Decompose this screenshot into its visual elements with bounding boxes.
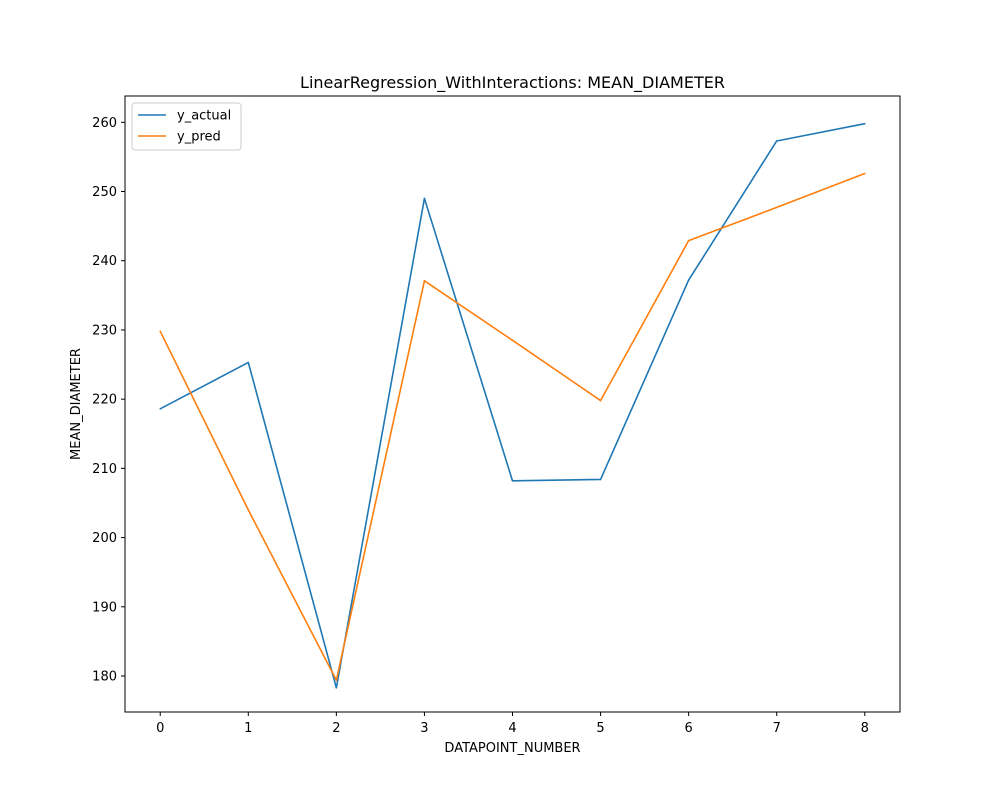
- data-point-y-pred: [423, 280, 426, 282]
- x-tick-label: 7: [773, 721, 781, 736]
- data-point-y-actual: [159, 408, 162, 410]
- series-lines: [159, 122, 866, 689]
- y-tick-label: 220: [92, 393, 117, 408]
- x-tick-label: 4: [508, 721, 516, 736]
- chart-title: LinearRegression_WithInteractions: MEAN_…: [300, 73, 725, 93]
- data-point-y-actual: [247, 361, 250, 364]
- x-tick-label: 0: [156, 721, 164, 736]
- data-point-y-pred: [335, 679, 338, 681]
- y-axis-ticks: 180 190 200 210 220 230 240 250 260: [92, 116, 125, 685]
- data-point-y-pred: [159, 330, 162, 333]
- y-tick-label: 230: [92, 323, 117, 338]
- data-point-y-pred: [599, 399, 602, 402]
- y-tick-label: 210: [92, 462, 117, 477]
- y-tick-label: 250: [92, 185, 117, 200]
- x-tick-label: 1: [244, 721, 252, 736]
- data-point-y-actual: [511, 480, 514, 482]
- data-point-y-pred: [247, 509, 250, 511]
- y-tick-label: 200: [92, 531, 117, 546]
- data-point-y-pred: [863, 172, 866, 175]
- data-point-y-actual: [687, 279, 690, 281]
- legend-entry-label: y_actual: [177, 109, 231, 124]
- data-point-y-pred: [687, 239, 690, 242]
- x-tick-label: 8: [861, 721, 869, 736]
- x-axis-label: DATAPOINT_NUMBER: [444, 741, 580, 756]
- x-tick-label: 3: [420, 721, 428, 736]
- y-axis-label: MEAN_DIAMETER: [69, 348, 84, 460]
- data-point-y-pred: [511, 339, 514, 342]
- x-tick-label: 6: [684, 721, 692, 736]
- y-tick-label: 190: [92, 600, 117, 615]
- data-point-y-pred: [775, 206, 778, 209]
- legend-entry-label: y_pred: [177, 130, 221, 145]
- x-tick-label: 2: [332, 721, 340, 736]
- y-tick-label: 260: [92, 116, 117, 131]
- legend: y_actual y_pred: [131, 102, 242, 151]
- y-tick-label: 240: [92, 254, 117, 269]
- data-point-y-actual: [863, 122, 866, 125]
- data-point-y-actual: [599, 478, 602, 481]
- y-tick-label: 180: [92, 670, 117, 685]
- data-point-y-actual: [335, 686, 338, 689]
- data-point-y-actual: [775, 140, 778, 142]
- plot-area-frame: [124, 95, 901, 713]
- data-point-y-actual: [423, 197, 426, 200]
- x-tick-label: 5: [596, 721, 604, 736]
- x-axis-ticks: 0 1 2 3 4 5 6 7 8: [156, 712, 869, 736]
